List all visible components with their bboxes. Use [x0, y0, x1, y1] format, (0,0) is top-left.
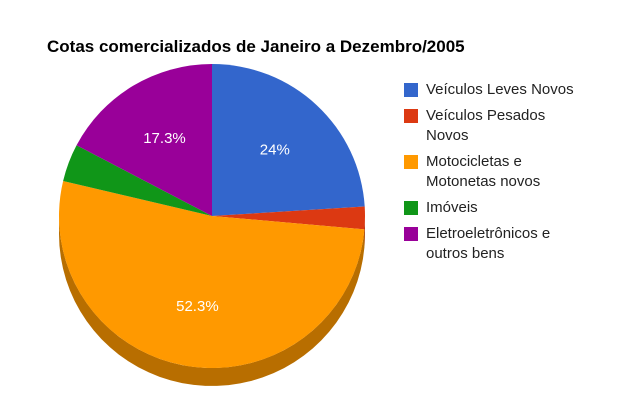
- slice-value-label: 52.3%: [176, 298, 219, 315]
- legend-item-motocicletas: Motocicletas e Motonetas novos: [404, 152, 634, 192]
- legend-swatch: [404, 109, 418, 123]
- legend-label: Veículos Pesados Novos: [426, 107, 546, 144]
- legend-label: Veículos Leves Novos: [426, 81, 574, 98]
- legend-label: Imóveis: [426, 199, 478, 216]
- legend-item-eletroeletronicos: Eletroeletrônicos e outros bens: [404, 224, 634, 264]
- legend-swatch: [404, 227, 418, 241]
- chart-title: Cotas comercializados de Janeiro a Dezem…: [47, 37, 465, 56]
- pie-side-veiculos-pesados-novos: [364, 216, 365, 248]
- pie-side-walls: [59, 216, 365, 386]
- slice-value-label: 24%: [260, 142, 290, 159]
- pie-slice-veiculos-leves-novos: [212, 64, 365, 216]
- pie-slice-eletroeletronicos-e-outros-bens: [76, 63, 212, 216]
- legend-item-veiculos-leves: Veículos Leves Novos: [404, 80, 634, 100]
- pie-slice-imoveis: [63, 145, 213, 216]
- legend-item-imoveis: Imóveis: [404, 198, 634, 218]
- legend-label: Eletroeletrônicos e outros bens: [426, 225, 551, 262]
- legend-swatch: [404, 83, 418, 97]
- legend-label: Motocicletas e Motonetas novos: [426, 153, 541, 190]
- legend: Veículos Leves Novos Veículos Pesados No…: [404, 80, 634, 270]
- legend-swatch: [404, 201, 418, 215]
- slice-value-label: 17.3%: [143, 130, 186, 147]
- pie-slice-veiculos-pesados-novos: [212, 206, 366, 230]
- pie-slice-motocicletas-e-motonetas-novos: [58, 180, 365, 369]
- legend-swatch: [404, 155, 418, 169]
- legend-item-veiculos-pesados: Veículos Pesados Novos: [404, 106, 634, 146]
